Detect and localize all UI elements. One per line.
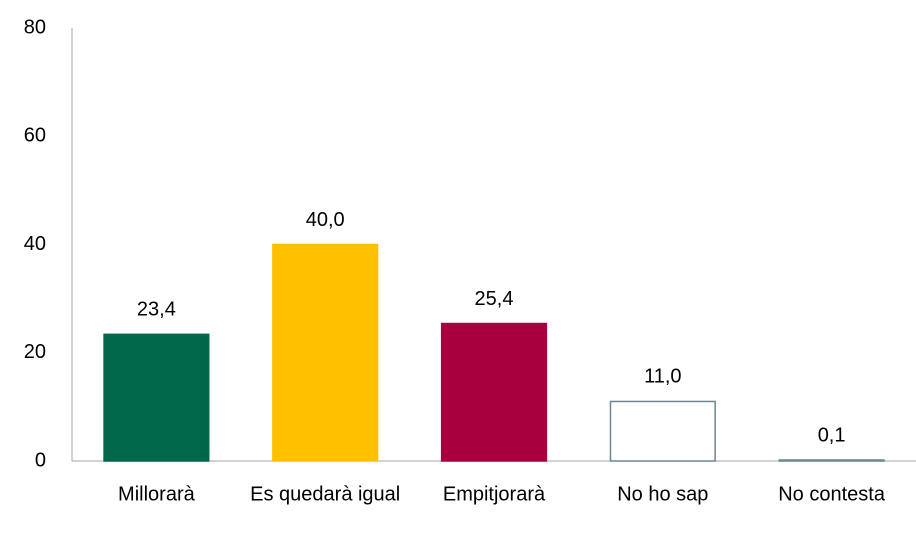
y-tick-label: 40 (24, 233, 46, 255)
x-tick-label: Es quedarà igual (250, 483, 400, 505)
x-tick-label: No contesta (778, 483, 886, 505)
x-tick-label: No ho sap (617, 483, 708, 505)
data-label: 40,0 (306, 209, 345, 231)
data-label: 0,1 (818, 425, 846, 447)
bar (778, 459, 885, 462)
y-tick-label: 20 (24, 341, 46, 363)
bar (609, 400, 716, 462)
data-label: 23,4 (137, 299, 176, 321)
bar (272, 243, 379, 462)
y-tick-label: 0 (35, 449, 46, 471)
data-label: 11,0 (644, 366, 681, 388)
bar (440, 322, 548, 462)
y-tick-label: 80 (24, 16, 46, 38)
y-tick-label: 60 (24, 125, 46, 147)
x-tick-label: Millorarà (118, 483, 196, 505)
data-label: 25,4 (475, 288, 514, 310)
bar (103, 333, 210, 462)
x-tick-label: Empitjorarà (443, 483, 546, 505)
